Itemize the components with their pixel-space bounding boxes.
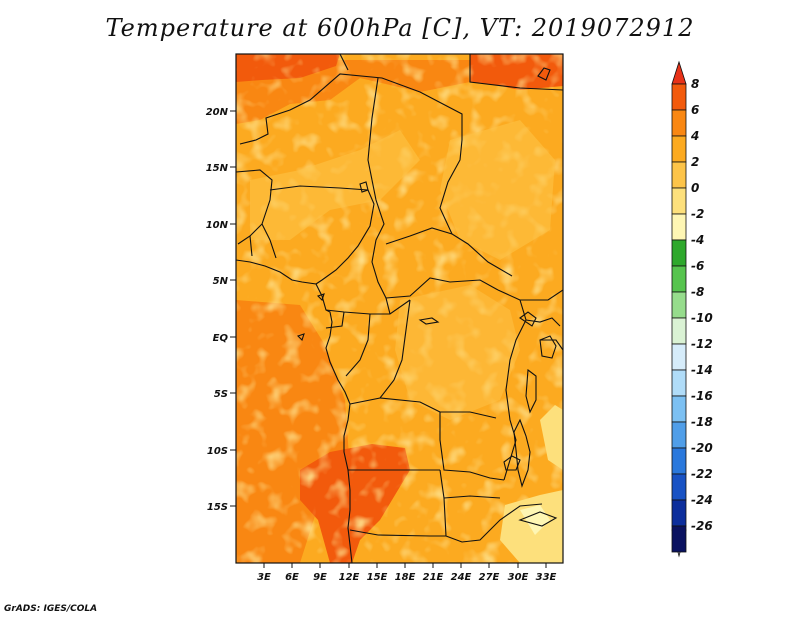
lon-label: 9E [313, 572, 327, 583]
colorbar-segment [671, 473, 687, 501]
colorbar-label: 4 [690, 129, 699, 143]
lon-label: 27E [479, 572, 500, 583]
colorbar-segment [671, 499, 687, 527]
colorbar-label: 6 [691, 103, 699, 117]
colorbar-segment [671, 291, 687, 319]
lat-label: 15N [206, 163, 229, 174]
colorbar-segment [671, 395, 687, 423]
colorbar-segment [671, 109, 687, 137]
lon-label: 12E [339, 572, 360, 583]
longitude-axis: 3E 6E 9E 12E 15E 18E 21E 24E 27E 30E 33E [257, 563, 557, 583]
colorbar-label: -6 [691, 259, 704, 273]
grads-credit: GrADS: IGES/COLA [4, 604, 98, 614]
colorbar-segment [671, 135, 687, 163]
colorbar-segment [671, 265, 687, 293]
colorbar-segment [671, 239, 687, 267]
colorbar-top-triangle [671, 60, 687, 85]
lon-label: 15E [367, 572, 388, 583]
lon-label: 3E [257, 572, 271, 583]
map-title: Temperature at 600hPa [C], VT: 201907291… [105, 14, 695, 42]
lat-label: 20N [206, 107, 229, 118]
colorbar-segment [671, 369, 687, 397]
latitude-axis: 20N 15N 10N 5N EQ 5S 10S 15S [206, 107, 236, 513]
lat-label: 10N [206, 220, 229, 231]
lat-label: 15S [207, 502, 228, 513]
lon-label: 6E [285, 572, 299, 583]
lat-label: 10S [207, 446, 228, 457]
colorbar-segment [671, 317, 687, 345]
lon-label: 33E [536, 572, 557, 583]
lat-label: EQ [213, 333, 229, 344]
colorbar-label: -2 [691, 207, 704, 221]
country-borders [236, 54, 563, 563]
colorbar-segment [671, 343, 687, 371]
colorbar-segment [671, 447, 687, 475]
colorbar-segment [671, 525, 687, 553]
colorbar-label: -22 [691, 467, 713, 481]
colorbar-label: -10 [691, 311, 713, 325]
colorbar-segment [671, 187, 687, 215]
colorbar-label: -18 [691, 415, 713, 429]
map-frame [235, 53, 564, 564]
colorbar-label: 0 [691, 181, 699, 195]
colorbar-label: -26 [691, 519, 713, 533]
colorbar-label: -24 [691, 493, 713, 507]
lat-label: 5N [213, 276, 229, 287]
lat-label: 5S [214, 389, 228, 400]
colorbar [671, 60, 687, 558]
colorbar-label: 8 [691, 77, 699, 91]
colorbar-label: -14 [691, 363, 713, 377]
colorbar-label: -12 [691, 337, 713, 351]
lon-label: 18E [395, 572, 416, 583]
colorbar-label: 2 [691, 155, 699, 169]
colorbar-label: -4 [691, 233, 704, 247]
colorbar-label: -8 [691, 285, 704, 299]
lon-label: 24E [451, 572, 472, 583]
lon-label: 30E [508, 572, 529, 583]
colorbar-segment [671, 83, 687, 111]
colorbar-segment [671, 421, 687, 449]
colorbar-segment [671, 161, 687, 189]
colorbar-label: -16 [691, 389, 713, 403]
colorbar-label: -20 [691, 441, 713, 455]
temperature-field [236, 54, 563, 563]
colorbar-labels: 8 6 4 2 0 -2 -4 -6 -8 -10 -12 -14 -16 -18 -20 -22 -24 -26 [690, 77, 713, 533]
colorbar-segment [671, 213, 687, 241]
lon-label: 21E [423, 572, 444, 583]
